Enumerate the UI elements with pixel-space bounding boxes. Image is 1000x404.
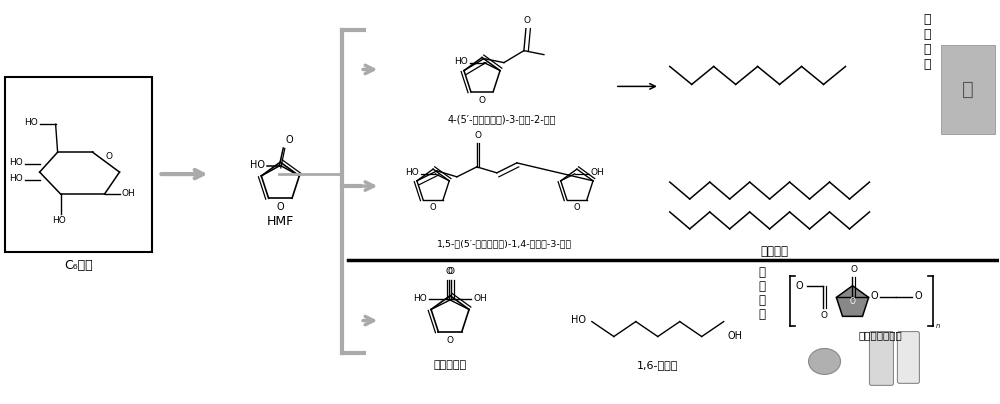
Text: 4-(5′-羟甲基吠喂)-3-烯基-2-丁酮: 4-(5′-羟甲基吠喂)-3-烯基-2-丁酮 (448, 114, 556, 124)
Text: 聚
酯
材
料: 聚 酯 材 料 (758, 266, 765, 321)
Text: 吠喂二甲酸聚酯: 吠喂二甲酸聚酯 (859, 330, 902, 341)
Text: HO: HO (571, 315, 586, 324)
Text: HO: HO (9, 174, 23, 183)
Text: O: O (447, 336, 454, 345)
FancyBboxPatch shape (5, 78, 152, 252)
FancyBboxPatch shape (941, 44, 995, 134)
Text: 1,5-二(5′-羟甲基吠喂)-1,4-二烯基-3-戚酮: 1,5-二(5′-羟甲基吠喂)-1,4-二烯基-3-戚酮 (437, 239, 573, 248)
Text: O: O (821, 311, 828, 320)
Text: O: O (276, 202, 284, 212)
FancyBboxPatch shape (869, 332, 893, 385)
Text: OH: OH (473, 294, 487, 303)
Text: O: O (448, 267, 455, 276)
Text: HO: HO (52, 216, 65, 225)
Polygon shape (836, 286, 869, 316)
Text: OH: OH (728, 330, 743, 341)
Text: O: O (850, 265, 857, 274)
Text: 绳
色
能
源: 绳 色 能 源 (924, 13, 931, 71)
Text: C₆糖类: C₆糖类 (64, 259, 93, 272)
Ellipse shape (809, 349, 841, 375)
Text: O: O (106, 152, 113, 161)
Text: 吠喂二甲酸: 吠喂二甲酸 (434, 360, 467, 370)
Text: O: O (524, 16, 531, 25)
Text: $_n$: $_n$ (935, 320, 941, 330)
Text: 🚗: 🚗 (962, 80, 974, 99)
Text: O: O (870, 291, 878, 301)
Text: HMF: HMF (267, 215, 294, 228)
Text: 直链烷烃: 直链烷烃 (761, 245, 789, 258)
Text: OH: OH (122, 189, 135, 198)
Text: O: O (285, 135, 293, 145)
Text: O: O (446, 267, 453, 276)
FancyBboxPatch shape (897, 332, 919, 383)
Text: O: O (914, 291, 922, 301)
Text: HO: HO (24, 118, 38, 127)
Text: O: O (574, 203, 580, 212)
Text: HO: HO (250, 160, 265, 170)
Text: O: O (796, 281, 803, 291)
Text: 1,6-己二醇: 1,6-己二醇 (637, 360, 678, 370)
Text: O: O (430, 203, 436, 212)
Text: OH: OH (591, 168, 604, 177)
Text: O: O (479, 96, 486, 105)
Text: HO: HO (9, 158, 23, 166)
Text: HO: HO (406, 168, 419, 177)
Text: O: O (474, 131, 481, 140)
Text: HO: HO (413, 294, 427, 303)
Text: O: O (850, 297, 855, 306)
Text: HO: HO (454, 57, 468, 66)
